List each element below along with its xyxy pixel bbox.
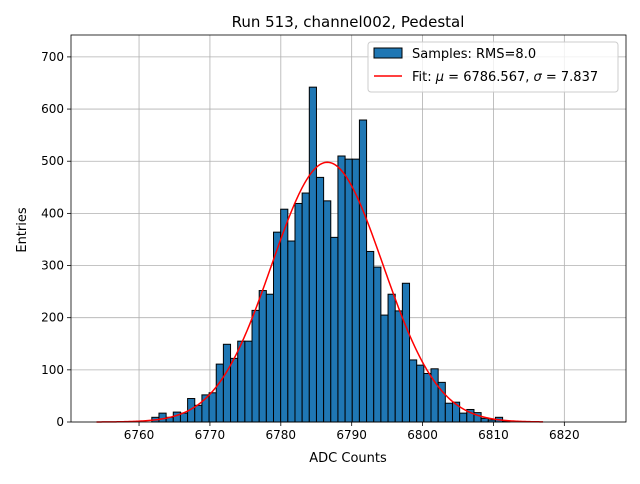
x-tick-label: 6820	[549, 428, 580, 442]
histogram-bar	[380, 314, 389, 423]
histogram-bar	[323, 200, 332, 423]
legend-box	[367, 41, 619, 93]
histogram-bar	[308, 86, 317, 423]
histogram-bar	[373, 266, 382, 423]
histogram-bar	[251, 309, 260, 423]
plot-frame	[70, 34, 627, 423]
histogram-bar	[230, 357, 239, 423]
y-axis-ticks: 0 100 200 300 400 500 600 700	[41, 50, 71, 429]
histogram-bar	[366, 250, 375, 423]
x-tick-label: 6780	[266, 428, 297, 442]
x-tick-label: 6810	[478, 428, 509, 442]
y-tick-label: 400	[41, 206, 64, 220]
y-tick-label: 600	[41, 102, 64, 116]
histogram-bar	[244, 340, 253, 423]
chart-title: Run 513, channel002, Pedestal	[232, 13, 465, 31]
histogram-bar	[208, 392, 217, 423]
y-tick-label: 300	[41, 259, 64, 273]
y-tick-label: 100	[41, 363, 64, 377]
x-tick-label: 6770	[195, 428, 226, 442]
histogram-bar	[344, 158, 353, 423]
legend: Samples: RMS=8.0 Fit: μ = 6786.567, σ = …	[367, 41, 619, 93]
histogram-bar	[172, 411, 181, 423]
histogram-bar	[416, 364, 425, 423]
histogram-bar	[337, 155, 346, 423]
histogram-bar	[330, 236, 339, 423]
legend-label-fit: Fit: μ = 6786.567, σ = 7.837	[412, 70, 598, 85]
y-tick-label: 500	[41, 154, 64, 168]
y-tick-label: 200	[41, 311, 64, 325]
histogram-bar	[287, 240, 296, 423]
histogram-bar	[301, 192, 310, 423]
histogram-bar	[409, 359, 418, 423]
x-tick-label: 6760	[124, 428, 155, 442]
y-axis-label: Entries	[15, 207, 30, 253]
x-axis-ticks: 6760 6770 6780 6790 6800 6810 6820	[124, 422, 580, 442]
histogram-bar	[480, 417, 489, 423]
histogram-bar	[387, 293, 396, 423]
histogram-bar	[194, 404, 203, 423]
histogram-bar	[401, 282, 411, 423]
histogram-bar	[315, 176, 325, 423]
y-tick-label: 700	[41, 50, 64, 64]
histogram-bar	[294, 202, 303, 423]
histogram-bars	[151, 86, 511, 423]
histogram-bar	[459, 412, 468, 423]
legend-label-histogram: Samples: RMS=8.0	[412, 47, 536, 62]
histogram-bar	[222, 343, 232, 423]
histogram-bar	[444, 402, 453, 423]
histogram-bar	[273, 231, 282, 423]
histogram-bar	[394, 310, 403, 423]
histogram-bar	[358, 119, 368, 423]
histogram-bar	[258, 290, 267, 423]
legend-swatch-histogram	[373, 47, 403, 59]
fit-curve	[96, 161, 544, 423]
histogram-bar	[237, 340, 246, 423]
x-axis-label: ADC Counts	[309, 451, 387, 466]
x-tick-label: 6790	[336, 428, 367, 442]
histogram-bar	[158, 412, 167, 423]
histogram-bar	[423, 372, 432, 423]
x-tick-label: 6800	[407, 428, 438, 442]
y-tick-label: 0	[56, 415, 64, 429]
histogram-bar	[265, 293, 275, 423]
histogram-bar	[215, 363, 224, 423]
histogram-bar	[280, 208, 289, 423]
